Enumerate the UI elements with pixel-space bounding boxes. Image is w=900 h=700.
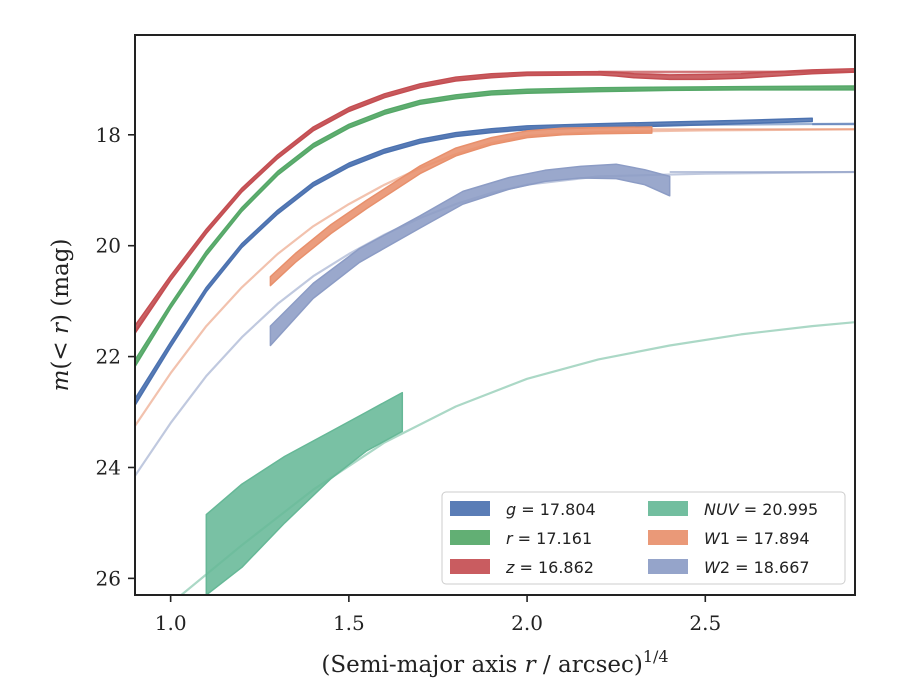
observed-band-w1 bbox=[269, 126, 653, 287]
observed-bands-layer bbox=[135, 68, 855, 595]
y-tick-label: 24 bbox=[96, 455, 121, 479]
legend-box bbox=[441, 491, 846, 585]
plot-frame bbox=[134, 34, 856, 596]
observed-band-nuv bbox=[205, 391, 404, 595]
x-axis-label: (Semi-major axis r / arcsec)1/4 bbox=[321, 647, 668, 678]
legend-swatch-r bbox=[450, 530, 490, 545]
y-tick-label: 18 bbox=[96, 123, 121, 147]
model-curve-w2 bbox=[135, 170, 855, 477]
y-tick-label: 20 bbox=[96, 234, 121, 258]
legend-swatch-nuv bbox=[648, 501, 688, 516]
x-tick-label: 2.0 bbox=[511, 611, 543, 635]
legend-label-w1: W1 = 17.894 bbox=[704, 529, 810, 548]
x-axis-ticks: 1.0 1.5 2.0 2.5 bbox=[155, 595, 721, 635]
x-tick-label: 1.0 bbox=[155, 611, 187, 635]
legend-label-nuv: NUV = 20.995 bbox=[704, 500, 818, 519]
legend: g = 17.804 r = 17.161 z = 16.862 NUV = 20.9… bbox=[441, 491, 846, 585]
legend-label-w2: W2 = 18.667 bbox=[704, 558, 810, 577]
legend-label-z: z = 16.862 bbox=[505, 558, 594, 577]
legend-swatch-w2 bbox=[648, 559, 688, 574]
legend-label-r: r = 17.161 bbox=[506, 529, 592, 548]
legend-swatch-g bbox=[450, 501, 490, 516]
legend-label-g: g = 17.804 bbox=[506, 500, 596, 519]
legend-swatch-w1 bbox=[648, 530, 688, 545]
x-tick-label: 2.5 bbox=[689, 611, 721, 635]
y-axis-ticks: 18 20 22 24 26 bbox=[96, 123, 135, 590]
observed-band-g bbox=[135, 117, 813, 407]
x-tick-label: 1.5 bbox=[333, 611, 365, 635]
y-tick-label: 22 bbox=[96, 345, 121, 369]
legend-swatch-z bbox=[450, 559, 490, 574]
observed-band-w2 bbox=[269, 163, 671, 347]
model-curve-z bbox=[135, 70, 855, 333]
y-axis-label: m(< r) (mag) bbox=[48, 239, 74, 392]
y-tick-label: 26 bbox=[96, 566, 121, 590]
observed-band-r bbox=[135, 85, 855, 368]
model-curve-g bbox=[135, 122, 855, 405]
observed-band-z bbox=[135, 68, 855, 335]
